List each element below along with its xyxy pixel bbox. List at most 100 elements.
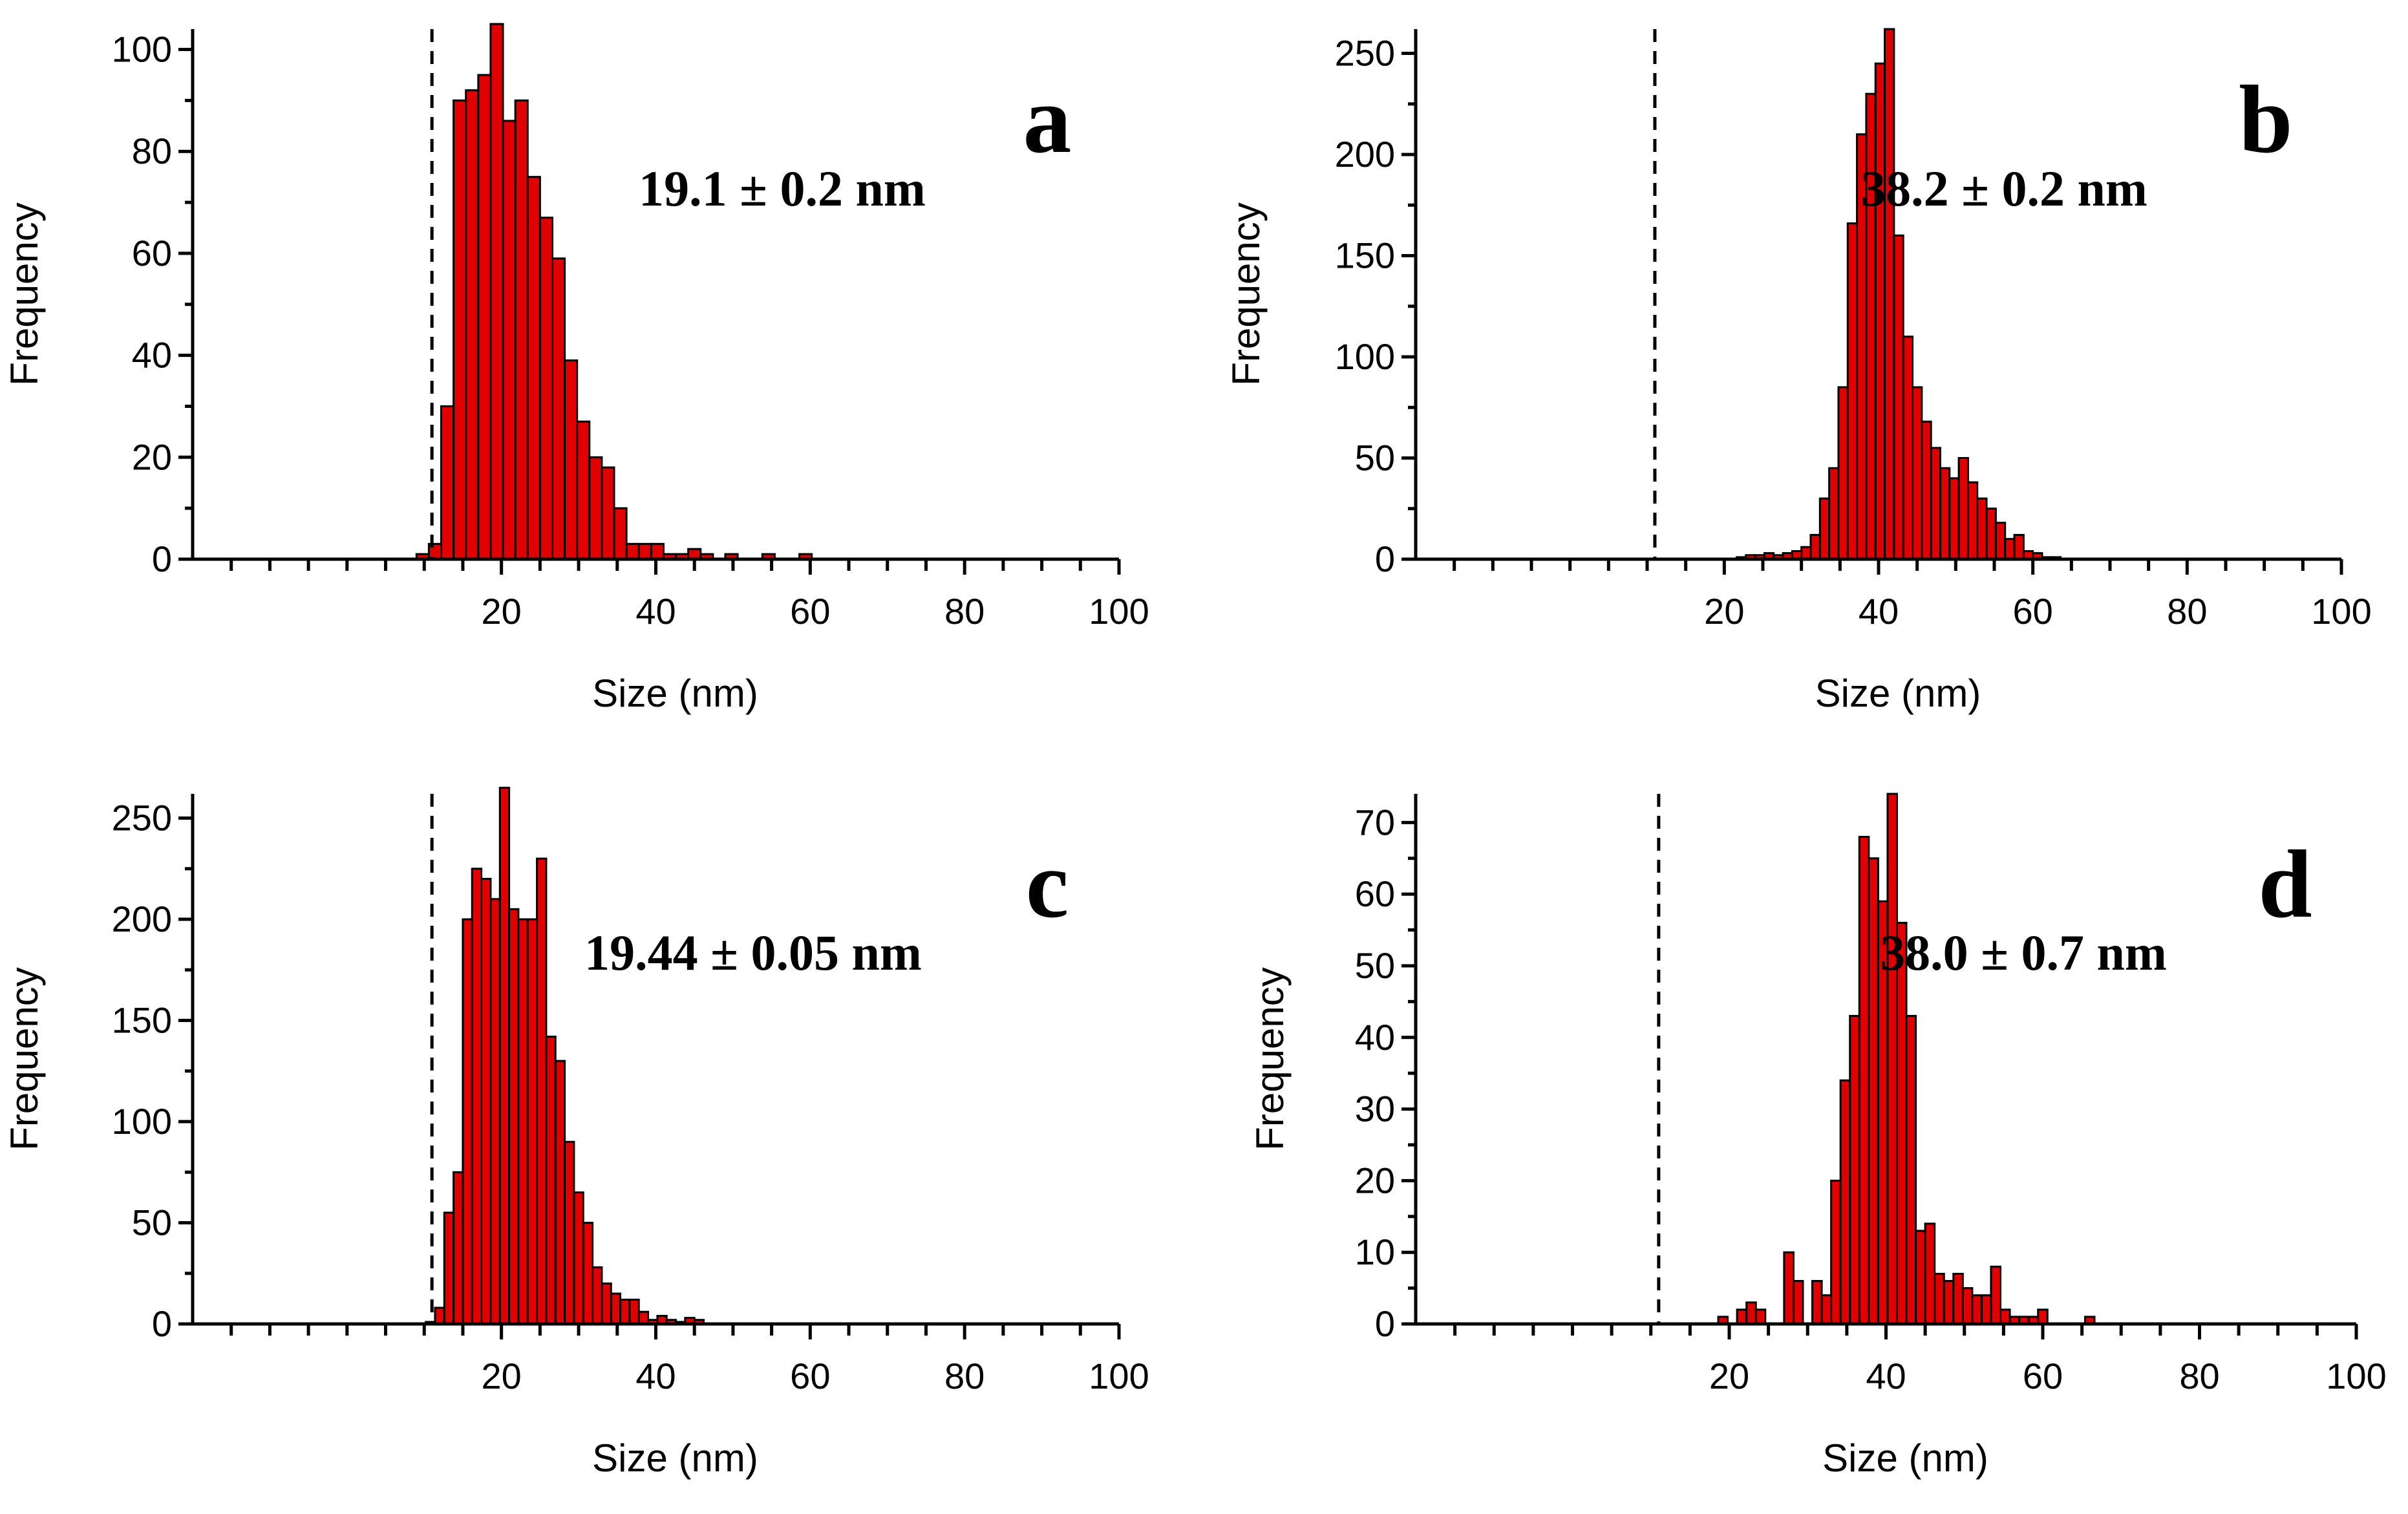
x-tick-label: 20 <box>482 1356 522 1396</box>
histogram-bar <box>1939 467 1951 560</box>
histogram-bar <box>1971 1294 1983 1325</box>
y-axis-title: Frequency <box>1224 202 1268 385</box>
x-axis-title: Size (nm) <box>592 1436 758 1480</box>
histogram-bar <box>1792 1280 1804 1325</box>
x-axis-title: Size (nm) <box>1815 672 1981 715</box>
x-tick-label: 40 <box>635 591 676 632</box>
histogram-bar <box>1893 234 1904 560</box>
histogram-bar <box>1837 386 1849 560</box>
histogram-bar <box>536 857 548 1325</box>
histogram-bar <box>1839 1079 1851 1325</box>
histogram-bar <box>1957 457 1969 560</box>
y-tick-label: 150 <box>112 1000 172 1041</box>
y-tick-label: 200 <box>1335 134 1395 175</box>
histogram-bar <box>588 456 603 560</box>
histogram-bar <box>434 1306 445 1325</box>
histogram-bar <box>625 542 640 560</box>
x-tick-label: 20 <box>482 591 522 632</box>
histogram-bar <box>551 257 566 560</box>
histogram-panel-b: 0 50 100 150 200 250 20 40 60 80 100 Size (nm) Frequ… <box>1224 28 2372 715</box>
histogram-bar <box>489 23 504 560</box>
y-tick-label: 0 <box>152 1303 172 1344</box>
y-tick-label: 250 <box>1335 33 1395 74</box>
histogram-bar <box>1961 1287 1974 1325</box>
y-tick-label: 150 <box>1335 235 1395 276</box>
histogram-bar <box>1952 1272 1964 1325</box>
histogram-bar <box>1754 1308 1767 1325</box>
y-tick-label: 50 <box>1355 438 1395 478</box>
histogram-bar <box>462 918 473 1325</box>
mean-size-annotation: 38.2 ± 0.2 nm <box>1860 160 2147 217</box>
histogram-bar <box>2037 1308 2049 1325</box>
mean-size-annotation: 38.0 ± 0.7 nm <box>1880 924 2167 981</box>
x-axis-title: Size (nm) <box>592 672 758 715</box>
x-tick-label: 100 <box>1089 591 1149 632</box>
histogram-bar <box>517 918 529 1325</box>
y-tick-label: 100 <box>112 29 172 70</box>
histogram-bar <box>1948 477 1960 560</box>
y-tick-label: 70 <box>1355 802 1395 842</box>
histogram-bar <box>1874 62 1886 560</box>
histogram-bar <box>1915 1230 1926 1325</box>
histogram-bar <box>1868 857 1879 1325</box>
histogram-bar <box>601 466 615 560</box>
y-tick-label: 0 <box>152 538 172 579</box>
histogram-bar <box>1886 793 1898 1325</box>
histogram-bar <box>1849 1015 1860 1325</box>
mean-size-annotation: 19.1 ± 0.2 nm <box>639 160 926 217</box>
histogram-bar <box>1830 1179 1842 1325</box>
y-tick-label: 0 <box>1375 538 1395 579</box>
histogram-bar <box>1811 1280 1823 1325</box>
histogram-bar <box>1902 336 1914 560</box>
histogram-bar <box>502 120 517 560</box>
histogram-bar <box>564 359 579 560</box>
histogram-bar <box>1930 447 1941 560</box>
x-tick-label: 60 <box>2023 1356 2063 1396</box>
histogram-bar <box>619 1298 631 1325</box>
y-tick-label: 50 <box>1355 945 1395 986</box>
histogram-bar <box>591 1266 603 1325</box>
x-axis-title: Size (nm) <box>1822 1436 1988 1480</box>
histogram-bar <box>480 877 492 1325</box>
histogram-bar <box>1820 1294 1833 1325</box>
y-tick-label: 20 <box>132 436 172 477</box>
mean-size-annotation: 19.44 ± 0.05 nm <box>584 924 922 981</box>
histogram-bar <box>1828 467 1840 560</box>
y-axis-title: Frequency <box>3 967 46 1150</box>
histogram-bar <box>1980 1294 1992 1325</box>
histogram-bar <box>498 787 511 1325</box>
panel-label: c <box>1026 831 1069 938</box>
histogram-bar <box>1985 507 1997 560</box>
histogram-bar <box>440 405 455 560</box>
x-tick-label: 80 <box>2167 591 2207 632</box>
x-tick-label: 80 <box>944 591 985 632</box>
y-tick-label: 30 <box>1355 1089 1395 1129</box>
histogram-bar <box>1943 1280 1955 1325</box>
histogram-bar <box>1994 522 2007 560</box>
histogram-bar <box>610 1292 622 1325</box>
panel-label: d <box>2258 831 2312 938</box>
x-tick-label: 40 <box>1866 1356 1906 1396</box>
y-axis-title: Frequency <box>1248 967 1292 1150</box>
y-tick-label: 20 <box>1355 1160 1395 1200</box>
histogram-bar <box>545 1036 557 1325</box>
histogram-bar <box>573 1191 584 1325</box>
histogram-bar <box>1818 497 1831 560</box>
histogram-bar <box>443 1211 455 1325</box>
x-tick-label: 100 <box>1089 1356 1149 1396</box>
histogram-bar <box>471 868 483 1325</box>
histogram-bar <box>650 542 665 560</box>
histogram-bar <box>489 898 501 1325</box>
histogram-panel-d: 0 10 20 30 40 50 60 70 20 40 60 80 100 Size (nm) Frequ… <box>1248 793 2387 1480</box>
histogram-bar <box>601 1282 612 1325</box>
histogram-bar <box>1745 1301 1757 1325</box>
histogram-bar <box>1924 1222 1936 1325</box>
histogram-bar <box>538 217 553 560</box>
y-axis-title: Frequency <box>3 202 46 385</box>
histogram-bar <box>1976 497 1988 560</box>
x-tick-label: 100 <box>2326 1356 2386 1396</box>
histogram-bar <box>1895 921 1908 1325</box>
histogram-bar <box>526 176 541 560</box>
histogram-bar <box>1809 533 1821 560</box>
x-tick-label: 20 <box>1709 1356 1749 1396</box>
